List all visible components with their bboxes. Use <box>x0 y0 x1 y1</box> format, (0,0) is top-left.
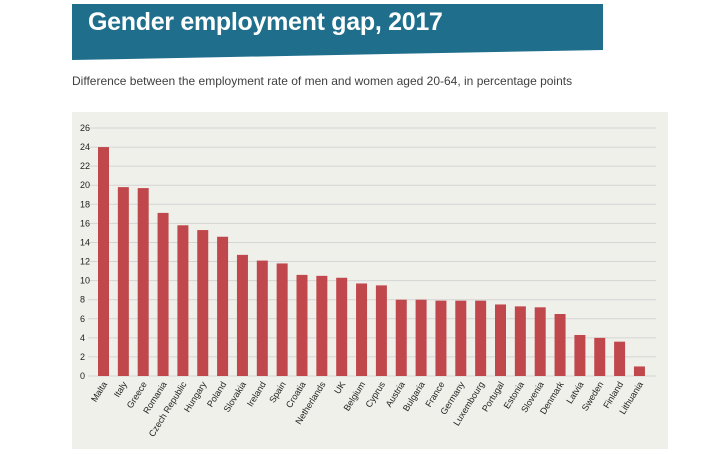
bar-italy <box>117 187 129 376</box>
y-tick-label: 16 <box>80 218 90 228</box>
bar-belgium <box>356 283 368 376</box>
x-category-label: UK <box>332 380 347 396</box>
bar-slovakia <box>236 254 248 376</box>
y-tick-label: 6 <box>80 314 85 324</box>
bar-austria <box>395 299 407 376</box>
bar-germany <box>455 300 467 376</box>
bar-ireland <box>256 260 268 376</box>
bar-estonia <box>514 306 526 376</box>
y-tick-label: 24 <box>80 142 90 152</box>
x-category-label: Spain <box>267 380 288 405</box>
bar-hungary <box>197 230 209 376</box>
bar-uk <box>336 277 348 376</box>
bar-portugal <box>495 304 506 376</box>
bar-lithuania <box>633 366 645 376</box>
y-tick-label: 12 <box>80 257 90 267</box>
chart-panel: 0 2 4 6 8 10 12 14 16 18 20 22 24 26 Malta Italy Greece… <box>72 112 668 449</box>
y-tick-label: 4 <box>80 333 85 343</box>
y-tick-label: 10 <box>80 276 90 286</box>
y-tick-label: 8 <box>80 295 85 305</box>
y-tick-label: 26 <box>80 123 90 133</box>
bar-slovenia <box>534 307 546 376</box>
gridlines <box>88 127 656 377</box>
bar-luxembourg <box>475 300 487 376</box>
bar-denmark <box>554 314 566 376</box>
chart-title: Gender employment gap, 2017 <box>88 8 443 36</box>
bar-romania <box>157 212 169 376</box>
bar-poland <box>217 236 229 376</box>
y-tick-label: 18 <box>80 199 90 209</box>
bar-netherlands <box>316 275 328 376</box>
bar-bulgaria <box>415 299 427 376</box>
bar-malta <box>98 147 109 376</box>
chart-subtitle: Difference between the employment rate o… <box>72 74 573 88</box>
bar-finland <box>614 341 626 376</box>
bar-latvia <box>574 334 586 376</box>
bar-cyprus <box>375 285 387 376</box>
title-banner-shape <box>72 4 603 60</box>
bar-czech-republic <box>177 225 189 376</box>
bar-spain <box>276 263 288 376</box>
y-tick-label: 22 <box>80 161 90 171</box>
bar-sweden <box>594 337 606 376</box>
bar-croatia <box>296 274 308 376</box>
y-tick-label: 2 <box>80 352 85 362</box>
x-category-label: Italy <box>112 379 129 399</box>
x-category-label: Ireland <box>245 380 268 409</box>
bar-france <box>435 300 447 376</box>
y-tick-label: 14 <box>80 237 90 247</box>
y-tick-label: 0 <box>80 371 85 381</box>
x-category-label: Malta <box>89 380 109 404</box>
title-banner: Gender employment gap, 2017 <box>72 4 605 60</box>
bars <box>98 147 645 376</box>
bar-greece <box>137 188 149 376</box>
y-tick-label: 20 <box>80 180 90 190</box>
